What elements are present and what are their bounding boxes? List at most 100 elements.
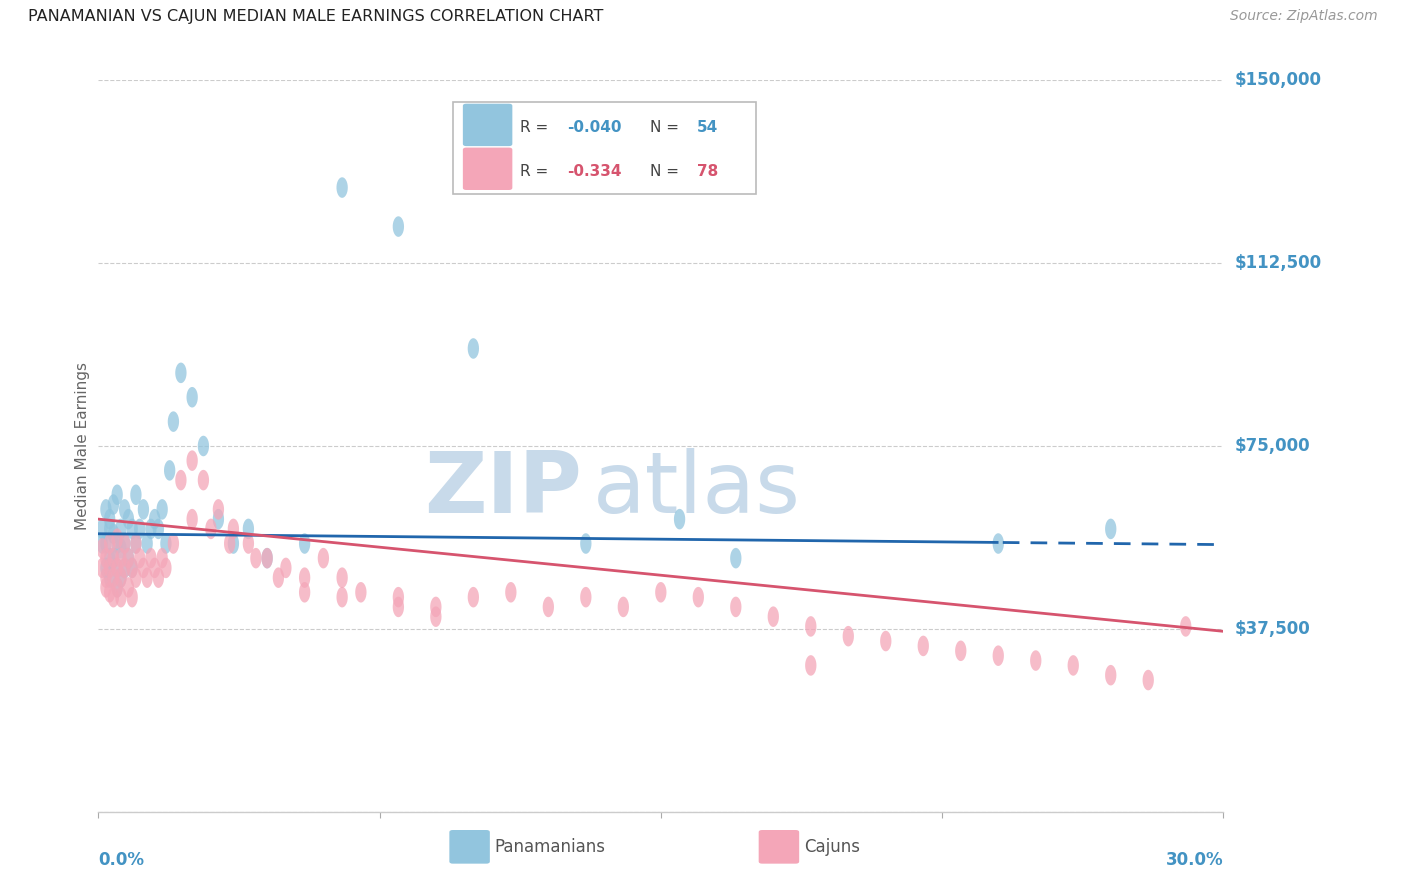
Point [110, 541, 132, 556]
Text: atlas: atlas [593, 449, 801, 532]
Point [688, 590, 710, 604]
Point [499, 585, 522, 599]
Point [463, 590, 485, 604]
Point [94, 502, 117, 516]
Point [181, 453, 204, 467]
Point [105, 532, 128, 546]
Text: -0.334: -0.334 [568, 164, 621, 179]
FancyBboxPatch shape [453, 103, 756, 194]
Point [222, 536, 245, 550]
Point [575, 590, 598, 604]
Point [1137, 673, 1160, 687]
Point [312, 551, 335, 566]
Point [256, 551, 278, 566]
Point [132, 502, 155, 516]
Text: -0.040: -0.040 [568, 120, 621, 136]
Point [800, 619, 823, 633]
Point [162, 536, 184, 550]
Point [238, 536, 260, 550]
Point [103, 551, 125, 566]
Text: R =: R = [520, 164, 554, 179]
Point [98, 561, 121, 575]
Point [650, 585, 672, 599]
Point [110, 571, 132, 585]
Point [110, 571, 132, 585]
Point [98, 585, 121, 599]
Point [222, 522, 245, 536]
Point [350, 585, 373, 599]
Point [330, 180, 353, 194]
Point [762, 609, 785, 624]
Point [114, 561, 136, 575]
Point [724, 551, 747, 566]
Point [387, 599, 409, 614]
FancyBboxPatch shape [463, 147, 512, 190]
Text: $112,500: $112,500 [1234, 254, 1322, 272]
Point [103, 526, 125, 541]
Point [170, 366, 193, 380]
Point [136, 571, 159, 585]
Point [1099, 668, 1122, 682]
Point [110, 522, 132, 536]
Point [139, 551, 162, 566]
Point [136, 536, 159, 550]
Point [668, 512, 690, 526]
Text: PANAMANIAN VS CAJUN MEDIAN MALE EARNINGS CORRELATION CHART: PANAMANIAN VS CAJUN MEDIAN MALE EARNINGS… [28, 9, 603, 24]
Point [94, 561, 117, 575]
Point [139, 522, 162, 536]
Point [105, 488, 128, 502]
Point [105, 581, 128, 595]
Point [98, 512, 121, 526]
Point [150, 551, 173, 566]
Point [91, 541, 114, 556]
Text: $37,500: $37,500 [1234, 620, 1310, 638]
Point [128, 522, 150, 536]
Point [117, 551, 139, 566]
Point [143, 512, 166, 526]
Point [193, 439, 215, 453]
Point [256, 551, 278, 566]
Point [294, 571, 316, 585]
Point [94, 571, 117, 585]
Point [387, 590, 409, 604]
Text: N =: N = [650, 120, 683, 136]
Point [98, 536, 121, 550]
Text: 54: 54 [697, 120, 718, 136]
Point [121, 522, 143, 536]
Point [105, 581, 128, 595]
Point [121, 561, 143, 575]
Point [125, 536, 148, 550]
Point [425, 609, 447, 624]
Point [238, 522, 260, 536]
Point [274, 561, 297, 575]
Text: ZIP: ZIP [425, 449, 582, 532]
Point [800, 658, 823, 673]
Point [987, 536, 1010, 550]
Point [91, 536, 114, 550]
Point [132, 561, 155, 575]
Point [949, 644, 972, 658]
Point [98, 522, 121, 536]
Point [110, 590, 132, 604]
Point [150, 502, 173, 516]
Text: 30.0%: 30.0% [1166, 851, 1223, 869]
Point [387, 219, 409, 234]
Point [724, 599, 747, 614]
Point [245, 551, 267, 566]
Point [155, 536, 177, 550]
Text: 78: 78 [697, 164, 718, 179]
Point [200, 522, 222, 536]
Point [121, 561, 143, 575]
Point [987, 648, 1010, 663]
Point [105, 561, 128, 575]
Point [162, 415, 184, 429]
Point [125, 488, 148, 502]
Text: 0.0%: 0.0% [98, 851, 145, 869]
Y-axis label: Median Male Earnings: Median Male Earnings [75, 362, 90, 530]
Point [117, 512, 139, 526]
Point [159, 463, 181, 477]
Point [330, 590, 353, 604]
Point [114, 561, 136, 575]
Point [103, 571, 125, 585]
Text: N =: N = [650, 164, 683, 179]
